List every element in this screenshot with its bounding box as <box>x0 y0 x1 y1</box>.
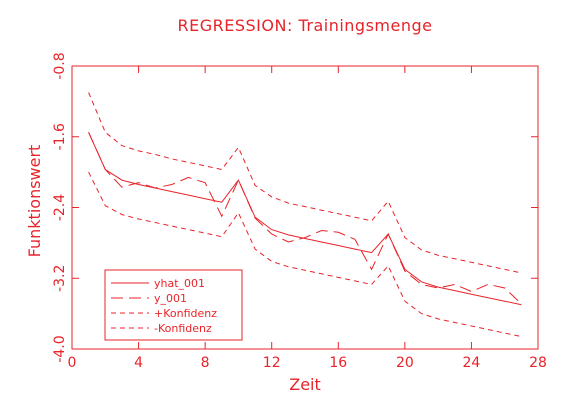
chart-title: REGRESSION: Trainingsmenge <box>178 16 433 35</box>
legend-label: +Konfidenz <box>154 307 217 320</box>
series-line-y-001 <box>88 132 522 305</box>
legend: yhat_001 y_001 +Konfidenz -Konfidenz <box>104 269 243 341</box>
y-tick-label: -2.4 <box>52 194 68 221</box>
x-tick-label: 24 <box>463 355 481 371</box>
y-tick-label: -0.8 <box>52 52 68 79</box>
x-tick-label: 0 <box>68 355 77 371</box>
y-tick-label: -3.2 <box>52 265 68 292</box>
x-tick-label: 8 <box>201 355 210 371</box>
x-tick-label: 4 <box>134 355 143 371</box>
x-tick-label: 28 <box>529 355 547 371</box>
y-axis-ticks: -4.0 -3.2 -2.4 -1.6 -0.8 <box>52 52 538 363</box>
series-line-minus-konfidenz <box>88 171 522 338</box>
x-axis-ticks: 0 4 8 12 16 20 24 28 <box>68 66 547 371</box>
y-axis-label: Funktionswert <box>25 145 44 258</box>
series-layer <box>88 92 522 338</box>
legend-label: y_001 <box>154 292 187 305</box>
series-line-yhat-001 <box>88 132 522 306</box>
series-line-plus-konfidenz <box>88 92 522 274</box>
legend-label: -Konfidenz <box>154 322 212 335</box>
y-tick-label: -4.0 <box>52 335 68 362</box>
y-tick-label: -1.6 <box>52 123 68 150</box>
x-tick-label: 20 <box>396 355 414 371</box>
x-tick-label: 12 <box>263 355 281 371</box>
x-tick-label: 16 <box>329 355 347 371</box>
legend-label: yhat_001 <box>154 277 205 290</box>
legend-box <box>104 269 243 341</box>
x-axis-label: Zeit <box>289 375 321 394</box>
